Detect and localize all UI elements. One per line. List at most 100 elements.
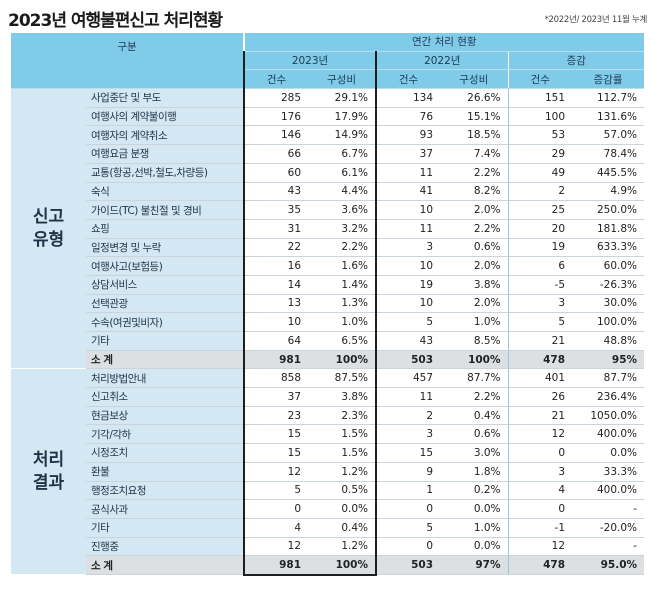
row-label: 쇼핑 (86, 219, 245, 239)
cell-count-2022: 37 (375, 144, 441, 164)
cell-count-2022: 503 (375, 350, 441, 370)
cell-count-change: 478 (507, 350, 573, 370)
cell-ratio-2023: 2.3% (308, 406, 378, 426)
cell-count-2022: 5 (375, 518, 441, 538)
row-label: 환불 (86, 462, 245, 482)
table-row: 신고 유형 사업중단 및 부도 285 29.1% 134 26.6% 151 112.7% (11, 88, 645, 370)
cell-rate-change: 100.0% (572, 312, 645, 332)
cell-count-2022: 93 (375, 125, 441, 146)
table-row: 수속(여권및비자) 10 1.0% 5 1.0% 5 100.0% (11, 312, 645, 332)
table-row: 교통(항공,선박,철도,차량등) 60 6.1% 11 2.2% 49 445.5% (11, 163, 645, 183)
cell-count-2023: 13 (243, 294, 309, 314)
cell-count-change: 478 (507, 555, 573, 576)
cell-ratio-2023: 1.4% (308, 275, 378, 295)
cell-ratio-2022: 97% (440, 555, 509, 576)
cell-rate-change: 87.7% (572, 368, 645, 389)
cell-rate-change: 48.8% (572, 331, 645, 351)
cell-count-change: 12 (507, 424, 573, 445)
category-cell: 신고 유형 (11, 88, 86, 370)
cell-count-2022: 43 (375, 331, 441, 351)
cell-count-2022: 10 (375, 256, 441, 276)
cell-ratio-2023: 6.5% (308, 331, 378, 351)
header-ratio-2022: 구성비 (440, 69, 509, 90)
cell-ratio-2023: 6.7% (308, 144, 378, 164)
cell-count-2023: 12 (243, 462, 309, 482)
cell-count-change: 4 (507, 481, 573, 501)
table-row: 숙식 43 4.4% 41 8.2% 2 4.9% (11, 182, 645, 202)
cell-count-change: 3 (507, 294, 573, 314)
row-label: 일정변경 및 누락 (86, 238, 245, 258)
cell-ratio-2023: 1.5% (308, 424, 378, 445)
cell-rate-change: - (572, 499, 645, 519)
cell-ratio-2023: 0.0% (308, 499, 378, 519)
row-label: 기타 (86, 518, 245, 538)
cell-count-2023: 981 (243, 350, 309, 370)
header-group: 연간 처리 현황 (243, 33, 645, 52)
cell-ratio-2022: 0.6% (440, 424, 509, 445)
cell-rate-change: 250.0% (572, 200, 645, 220)
cell-count-2023: 15 (243, 424, 309, 445)
table-row: 행정조치요청 5 0.5% 1 0.2% 4 400.0% (11, 481, 645, 501)
header-rate-change: 증감률 (572, 69, 645, 90)
cell-rate-change: 633.3% (572, 238, 645, 258)
cell-count-change: 0 (507, 499, 573, 519)
cell-count-2022: 10 (375, 294, 441, 314)
cell-ratio-2023: 14.9% (308, 125, 378, 146)
cell-ratio-2023: 1.5% (308, 443, 378, 463)
cell-count-2022: 9 (375, 462, 441, 482)
cell-count-change: 21 (507, 406, 573, 426)
table-row: 가이드(TC) 불친절 및 경비 35 3.6% 10 2.0% 25 250.0% (11, 200, 645, 220)
header-ratio-2023: 구성비 (308, 69, 378, 90)
cell-ratio-2022: 1.0% (440, 312, 509, 332)
subtotal-row: 소 계 981 100% 503 97% 478 95.0% (11, 555, 645, 576)
cell-ratio-2022: 8.2% (440, 182, 509, 202)
row-label: 선택관광 (86, 294, 245, 314)
header-count-2023: 건수 (243, 69, 309, 90)
header-change: 증감 (507, 50, 645, 71)
cell-rate-change: 112.7% (572, 88, 645, 108)
cell-count-2022: 11 (375, 163, 441, 183)
cell-count-2023: 35 (243, 200, 309, 220)
table-row: 기타 64 6.5% 43 8.5% 21 48.8% (11, 331, 645, 351)
cell-ratio-2023: 1.6% (308, 256, 378, 276)
cell-ratio-2023: 3.6% (308, 200, 378, 220)
cell-rate-change: 1050.0% (572, 406, 645, 426)
cell-count-2023: 37 (243, 387, 309, 407)
cell-count-2022: 15 (375, 443, 441, 463)
cell-count-2023: 4 (243, 518, 309, 538)
table-row: 신고취소 37 3.8% 11 2.2% 26 236.4% (11, 387, 645, 407)
cell-count-2023: 60 (243, 163, 309, 183)
cell-rate-change: 4.9% (572, 182, 645, 202)
cell-ratio-2022: 8.5% (440, 331, 509, 351)
cell-ratio-2023: 4.4% (308, 182, 378, 202)
table-row: 상담서비스 14 1.4% 19 3.8% -5 -26.3% (11, 275, 645, 295)
subtotal-label: 소 계 (86, 555, 245, 576)
cell-ratio-2023: 0.5% (308, 481, 378, 501)
cell-rate-change: 57.0% (572, 125, 645, 146)
cell-ratio-2023: 17.9% (308, 107, 378, 127)
period-note: *2022년/ 2023년 11월 누계 (544, 15, 648, 25)
row-label: 교통(항공,선박,철도,차량등) (86, 163, 245, 183)
cell-count-2023: 12 (243, 537, 309, 557)
cell-count-2022: 503 (375, 555, 441, 576)
row-label: 여행요금 분쟁 (86, 144, 245, 164)
cell-count-change: 29 (507, 144, 573, 164)
header-count-2022: 건수 (375, 69, 441, 90)
row-label: 공식사과 (86, 499, 245, 519)
cell-rate-change: 400.0% (572, 481, 645, 501)
table-row: 공식사과 0 0.0% 0 0.0% 0- (11, 499, 645, 519)
complaint-status-table: 구분 연간 처리 현황 2023년 2022년 증감 건수 구성비 건수 구성비… (11, 33, 645, 576)
table-row: 여행사의 계약불이행 176 17.9% 76 15.1% 100 131.6% (11, 107, 645, 127)
cell-count-2022: 0 (375, 537, 441, 557)
cell-rate-change: -26.3% (572, 275, 645, 295)
cell-ratio-2023: 2.2% (308, 238, 378, 258)
cell-ratio-2022: 2.2% (440, 163, 509, 183)
cell-count-2023: 22 (243, 238, 309, 258)
cell-count-2023: 10 (243, 312, 309, 332)
subtotal-label: 소 계 (86, 350, 245, 370)
cell-count-2022: 3 (375, 238, 441, 258)
row-label: 상담서비스 (86, 275, 245, 295)
cell-count-2022: 19 (375, 275, 441, 295)
row-label: 현금보상 (86, 406, 245, 426)
cell-count-change: 12 (507, 537, 573, 557)
